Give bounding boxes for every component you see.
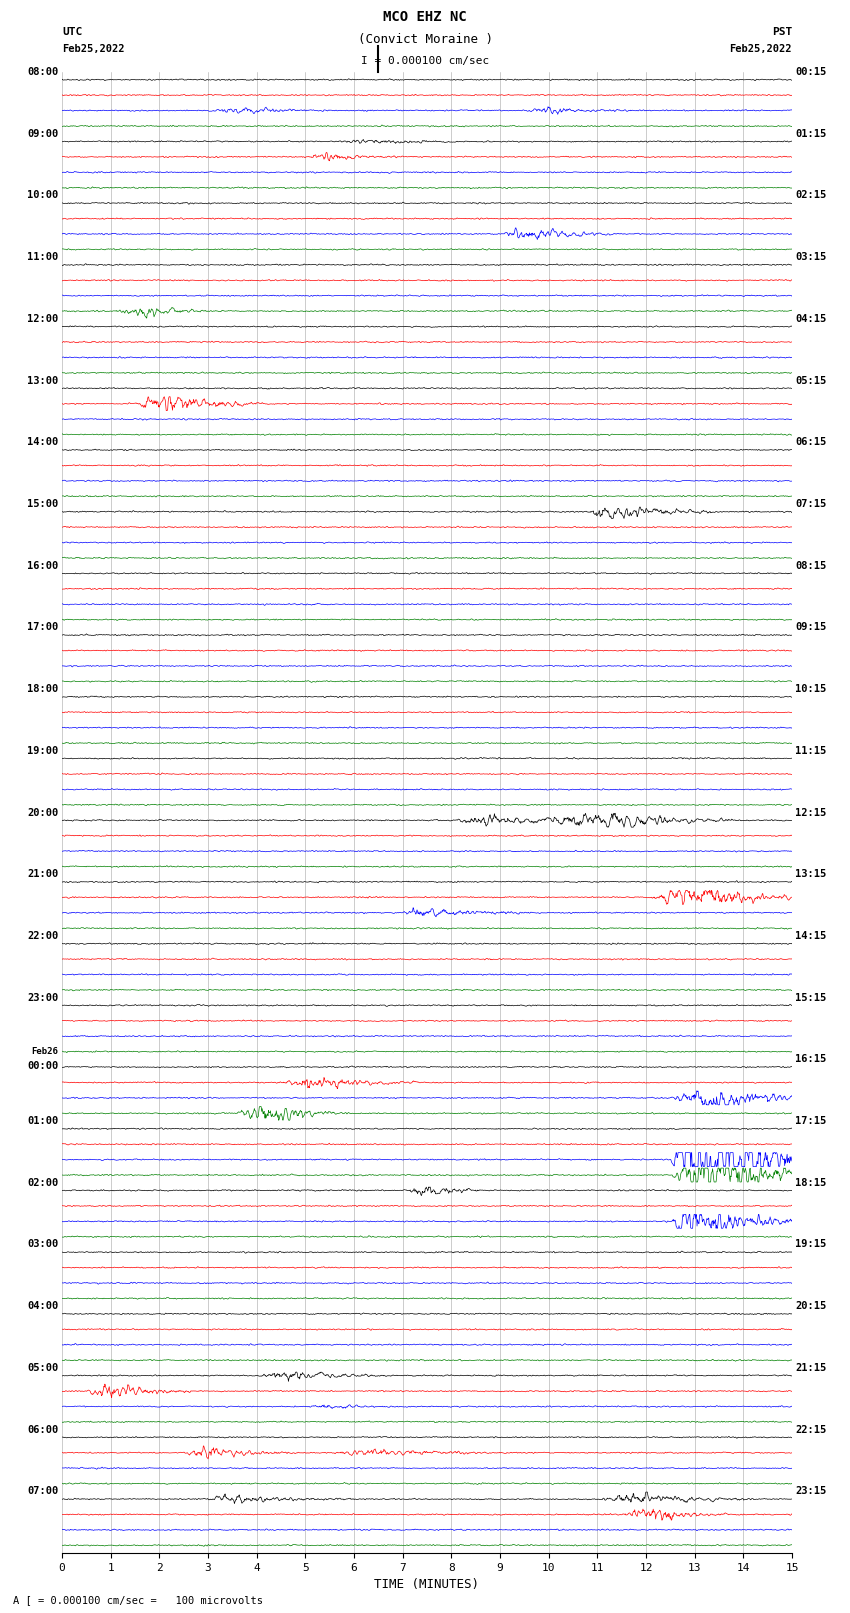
Text: 05:15: 05:15 [796, 376, 827, 386]
Text: 14:15: 14:15 [796, 931, 827, 940]
Text: 14:00: 14:00 [27, 437, 59, 447]
Text: 02:15: 02:15 [796, 190, 827, 200]
Text: 21:00: 21:00 [27, 869, 59, 879]
Text: UTC: UTC [62, 26, 82, 37]
Text: 20:00: 20:00 [27, 808, 59, 818]
Text: 00:00: 00:00 [27, 1061, 59, 1071]
Text: 01:00: 01:00 [27, 1116, 59, 1126]
Text: 11:15: 11:15 [796, 745, 827, 756]
Text: 12:15: 12:15 [796, 808, 827, 818]
Text: 05:00: 05:00 [27, 1363, 59, 1373]
Text: 06:15: 06:15 [796, 437, 827, 447]
Text: 18:00: 18:00 [27, 684, 59, 694]
Text: 23:15: 23:15 [796, 1486, 827, 1497]
Text: 09:00: 09:00 [27, 129, 59, 139]
Text: 11:00: 11:00 [27, 252, 59, 263]
Text: PST: PST [772, 26, 792, 37]
Text: 12:00: 12:00 [27, 315, 59, 324]
Text: 22:15: 22:15 [796, 1424, 827, 1434]
Text: 10:00: 10:00 [27, 190, 59, 200]
Text: 18:15: 18:15 [796, 1177, 827, 1187]
Text: Feb26: Feb26 [31, 1047, 59, 1057]
Text: 15:00: 15:00 [27, 498, 59, 510]
Text: 08:15: 08:15 [796, 561, 827, 571]
Text: 16:00: 16:00 [27, 561, 59, 571]
Text: I = 0.000100 cm/sec: I = 0.000100 cm/sec [361, 55, 489, 66]
Text: 22:00: 22:00 [27, 931, 59, 940]
Text: 04:00: 04:00 [27, 1302, 59, 1311]
Text: MCO EHZ NC: MCO EHZ NC [383, 10, 467, 24]
Text: 20:15: 20:15 [796, 1302, 827, 1311]
Text: 19:15: 19:15 [796, 1239, 827, 1250]
Text: (Convict Moraine ): (Convict Moraine ) [358, 34, 492, 47]
Text: 02:00: 02:00 [27, 1177, 59, 1187]
Text: 00:15: 00:15 [796, 68, 827, 77]
Text: 13:15: 13:15 [796, 869, 827, 879]
Text: 06:00: 06:00 [27, 1424, 59, 1434]
Text: 10:15: 10:15 [796, 684, 827, 694]
Text: 01:15: 01:15 [796, 129, 827, 139]
Text: 07:00: 07:00 [27, 1486, 59, 1497]
Text: 03:00: 03:00 [27, 1239, 59, 1250]
Text: 17:00: 17:00 [27, 623, 59, 632]
Text: 03:15: 03:15 [796, 252, 827, 263]
Text: 19:00: 19:00 [27, 745, 59, 756]
Text: 07:15: 07:15 [796, 498, 827, 510]
Text: A [ = 0.000100 cm/sec =   100 microvolts: A [ = 0.000100 cm/sec = 100 microvolts [13, 1595, 263, 1605]
Text: 13:00: 13:00 [27, 376, 59, 386]
Text: 21:15: 21:15 [796, 1363, 827, 1373]
Text: 08:00: 08:00 [27, 68, 59, 77]
Text: 23:00: 23:00 [27, 992, 59, 1003]
X-axis label: TIME (MINUTES): TIME (MINUTES) [375, 1578, 479, 1592]
Text: 17:15: 17:15 [796, 1116, 827, 1126]
Text: Feb25,2022: Feb25,2022 [62, 44, 124, 55]
Text: 16:15: 16:15 [796, 1055, 827, 1065]
Text: 09:15: 09:15 [796, 623, 827, 632]
Text: 15:15: 15:15 [796, 992, 827, 1003]
Text: Feb25,2022: Feb25,2022 [729, 44, 792, 55]
Text: 04:15: 04:15 [796, 315, 827, 324]
